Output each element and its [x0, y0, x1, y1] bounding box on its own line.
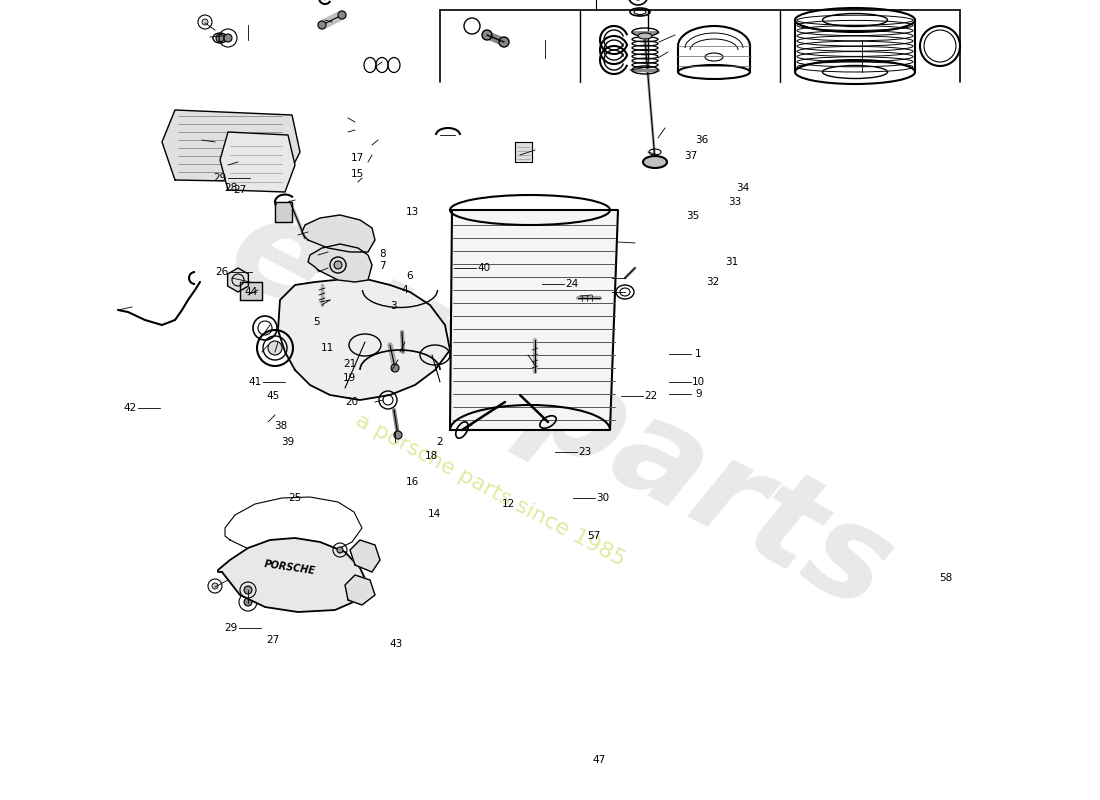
Text: 30: 30	[596, 493, 609, 502]
Circle shape	[334, 261, 342, 269]
Text: 10: 10	[692, 378, 705, 387]
Circle shape	[318, 21, 326, 29]
Polygon shape	[275, 202, 292, 222]
Text: 12: 12	[502, 499, 515, 509]
Polygon shape	[162, 110, 300, 182]
Text: 35: 35	[686, 211, 700, 221]
Text: 11: 11	[321, 343, 334, 353]
Text: 58: 58	[939, 573, 953, 582]
Text: 29: 29	[213, 173, 227, 182]
Text: 19: 19	[343, 373, 356, 382]
Text: 20: 20	[345, 397, 359, 406]
Text: 33: 33	[728, 197, 741, 206]
Text: 16: 16	[406, 477, 419, 486]
Text: 5: 5	[314, 317, 320, 326]
Polygon shape	[515, 142, 532, 162]
Text: 4: 4	[402, 285, 408, 294]
Text: 27: 27	[233, 186, 246, 195]
Text: 28: 28	[224, 183, 238, 193]
Text: 24: 24	[565, 279, 579, 289]
Polygon shape	[345, 575, 375, 605]
Text: 8: 8	[379, 250, 386, 259]
Circle shape	[224, 34, 232, 42]
Circle shape	[499, 37, 509, 47]
Text: PORSCHE: PORSCHE	[264, 559, 317, 577]
Polygon shape	[302, 215, 375, 252]
Circle shape	[338, 11, 346, 19]
Circle shape	[244, 598, 252, 606]
Text: 31: 31	[725, 258, 738, 267]
Text: 14: 14	[428, 509, 441, 518]
Text: 40: 40	[477, 263, 491, 273]
Text: 27: 27	[266, 635, 279, 645]
Polygon shape	[350, 540, 380, 572]
Text: 25: 25	[288, 493, 301, 502]
Text: 26: 26	[216, 267, 229, 277]
Polygon shape	[308, 244, 372, 282]
Polygon shape	[240, 282, 262, 300]
Text: 21: 21	[343, 359, 356, 369]
Circle shape	[390, 364, 399, 372]
Text: 47: 47	[593, 755, 606, 765]
Polygon shape	[278, 278, 450, 400]
Text: 37: 37	[684, 151, 697, 161]
Text: 45: 45	[266, 391, 279, 401]
Text: 36: 36	[695, 135, 708, 145]
Circle shape	[268, 341, 282, 355]
Text: 44: 44	[244, 287, 257, 297]
Text: 38: 38	[274, 421, 287, 430]
Text: 42: 42	[123, 403, 136, 413]
Text: 57: 57	[587, 531, 601, 541]
Text: 41: 41	[249, 378, 262, 387]
Polygon shape	[218, 538, 368, 612]
Circle shape	[202, 19, 208, 25]
Circle shape	[337, 547, 343, 553]
Circle shape	[216, 34, 224, 42]
Text: 3: 3	[390, 301, 397, 310]
Text: 34: 34	[736, 183, 749, 193]
Text: 39: 39	[282, 437, 295, 446]
Text: 43: 43	[389, 639, 403, 649]
Polygon shape	[220, 132, 295, 192]
Text: 22: 22	[645, 391, 658, 401]
Text: 1: 1	[695, 349, 702, 358]
Circle shape	[394, 431, 402, 439]
Circle shape	[244, 586, 252, 594]
Text: 6: 6	[406, 271, 412, 281]
Text: europarts: europarts	[208, 182, 912, 638]
Text: 2: 2	[437, 437, 443, 446]
Circle shape	[482, 30, 492, 40]
Text: 15: 15	[351, 170, 364, 179]
Text: 29: 29	[224, 623, 238, 633]
Ellipse shape	[644, 156, 667, 168]
Text: 17: 17	[351, 154, 364, 163]
Polygon shape	[450, 210, 618, 430]
Text: a porsche parts since 1985: a porsche parts since 1985	[352, 410, 628, 570]
Text: 9: 9	[695, 389, 702, 398]
Circle shape	[212, 583, 218, 589]
Text: 23: 23	[579, 447, 592, 457]
Text: 18: 18	[425, 451, 438, 461]
Text: 7: 7	[379, 261, 386, 270]
Text: 32: 32	[706, 277, 719, 286]
Ellipse shape	[638, 33, 652, 39]
Text: 13: 13	[406, 207, 419, 217]
